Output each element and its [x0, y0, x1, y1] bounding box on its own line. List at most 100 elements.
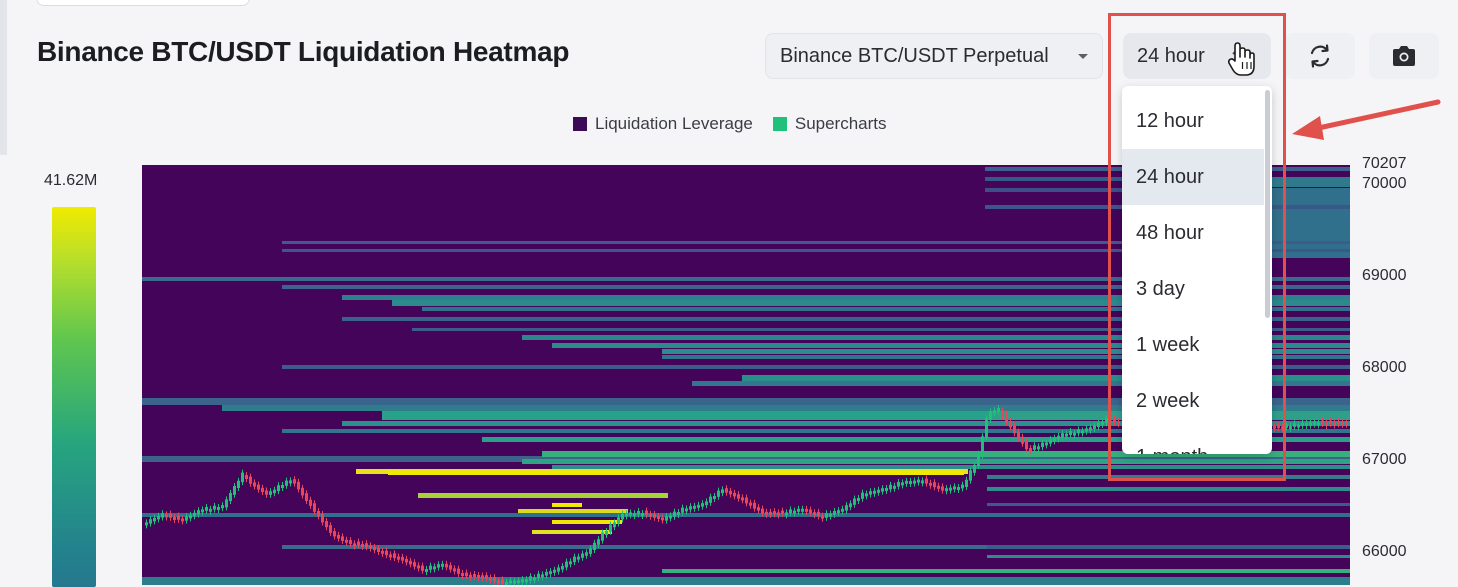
liquidation-band	[522, 459, 1350, 464]
candle-body	[805, 508, 808, 512]
candle-body	[789, 509, 792, 514]
candle-body	[549, 571, 552, 575]
candle-body	[801, 508, 804, 512]
candle-body	[1317, 422, 1320, 426]
candle-body	[177, 515, 180, 520]
dropdown-option-48-hour[interactable]: 48 hour	[1136, 221, 1204, 244]
candle-body	[185, 516, 188, 521]
candle-body	[461, 573, 464, 576]
candle-body	[865, 493, 868, 497]
candle-body	[529, 576, 532, 581]
candle-body	[429, 565, 432, 570]
candle-body	[169, 513, 172, 518]
candle-body	[737, 494, 740, 499]
candle-body	[953, 486, 956, 490]
candle-body	[609, 524, 612, 532]
liquidation-band	[222, 405, 1350, 411]
candle-body	[1089, 427, 1092, 431]
candle-body	[769, 511, 772, 515]
candle-body	[749, 502, 752, 506]
candle-body	[993, 410, 996, 414]
candle-body	[569, 561, 572, 565]
candle-body	[405, 558, 408, 563]
liquidation-band	[342, 421, 1350, 426]
dropdown-option-12-hour[interactable]: 12 hour	[1136, 109, 1204, 132]
candle-body	[845, 505, 848, 511]
refresh-button[interactable]	[1285, 33, 1355, 79]
candle-body	[721, 489, 724, 494]
dropdown-option-1-week[interactable]: 1 week	[1136, 333, 1200, 356]
dropdown-option-24-hour[interactable]: 24 hour	[1122, 149, 1264, 205]
liquidation-band	[987, 555, 1350, 558]
candle-body	[1289, 426, 1292, 430]
liquidation-band	[282, 241, 1350, 244]
candle-body	[577, 556, 580, 560]
dropdown-option-2-week[interactable]: 2 week	[1136, 389, 1200, 412]
candle-body	[1029, 448, 1032, 452]
screenshot-button[interactable]	[1369, 33, 1439, 79]
candle-body	[389, 554, 392, 558]
candle-body	[509, 580, 512, 584]
candle-body	[269, 491, 272, 495]
candle-body	[513, 580, 516, 584]
candle-body	[625, 513, 628, 517]
candle-body	[173, 517, 176, 520]
chart-legend: Liquidation Leverage Supercharts	[573, 114, 899, 134]
candle-body	[741, 497, 744, 501]
candle-body	[217, 507, 220, 510]
price-axis-label: 70207	[1362, 155, 1407, 172]
candle-body	[205, 507, 208, 511]
candle-body	[285, 480, 288, 486]
refresh-icon	[1310, 44, 1330, 68]
pair-select[interactable]: Binance BTC/USDT Perpetual	[765, 33, 1103, 79]
liquidation-band	[987, 487, 1350, 491]
top-tab[interactable]	[36, 0, 250, 6]
candle-body	[1341, 421, 1344, 425]
legend-swatch-liquidation	[573, 117, 587, 131]
candle-body	[225, 499, 228, 508]
candle-body	[237, 480, 240, 488]
candle-body	[1101, 421, 1104, 425]
legend-item-liquidation[interactable]: Liquidation Leverage	[573, 114, 753, 134]
candle-body	[849, 503, 852, 508]
candle-body	[945, 488, 948, 492]
legend-item-supercharts[interactable]: Supercharts	[772, 114, 887, 134]
candle-body	[1005, 413, 1008, 423]
candle-body	[157, 515, 160, 520]
liquidation-band	[552, 343, 1350, 348]
candle-body	[681, 507, 684, 513]
candle-body	[1325, 423, 1328, 426]
liquidation-band	[662, 349, 1350, 354]
candle-body	[861, 492, 864, 499]
candle-body	[661, 517, 664, 521]
candle-body	[249, 476, 252, 484]
candle-body	[349, 540, 352, 545]
candle-body	[1333, 422, 1336, 426]
candle-body	[1277, 425, 1280, 429]
candle-body	[281, 485, 284, 488]
candle-body	[997, 408, 1000, 412]
candle-body	[201, 509, 204, 513]
liquidation-band	[282, 285, 1350, 289]
time-range-dropdown[interactable]: 12 hour 24 hour 48 hour 3 day 1 week 2 w…	[1122, 86, 1272, 454]
candle-body	[833, 511, 836, 515]
liquidation-band-hot	[552, 503, 582, 507]
candle-body	[1065, 433, 1068, 437]
candle-body	[665, 516, 668, 521]
candle-body	[985, 418, 988, 438]
dropdown-option-3-day[interactable]: 3 day	[1136, 277, 1185, 300]
candle-body	[341, 536, 344, 541]
candle-body	[1037, 446, 1040, 450]
candle-body	[813, 512, 816, 516]
candle-body	[641, 513, 644, 516]
candle-body	[1001, 410, 1004, 416]
candle-body	[545, 571, 548, 576]
candle-body	[685, 508, 688, 512]
candle-body	[381, 550, 384, 554]
annotation-highlight-box	[1108, 13, 1286, 481]
candle-body	[581, 553, 584, 558]
dropdown-option-1-month[interactable]: 1 month	[1122, 429, 1264, 455]
dropdown-scrollbar[interactable]	[1265, 90, 1270, 318]
candle-body	[521, 579, 524, 583]
candle-body	[445, 563, 448, 568]
